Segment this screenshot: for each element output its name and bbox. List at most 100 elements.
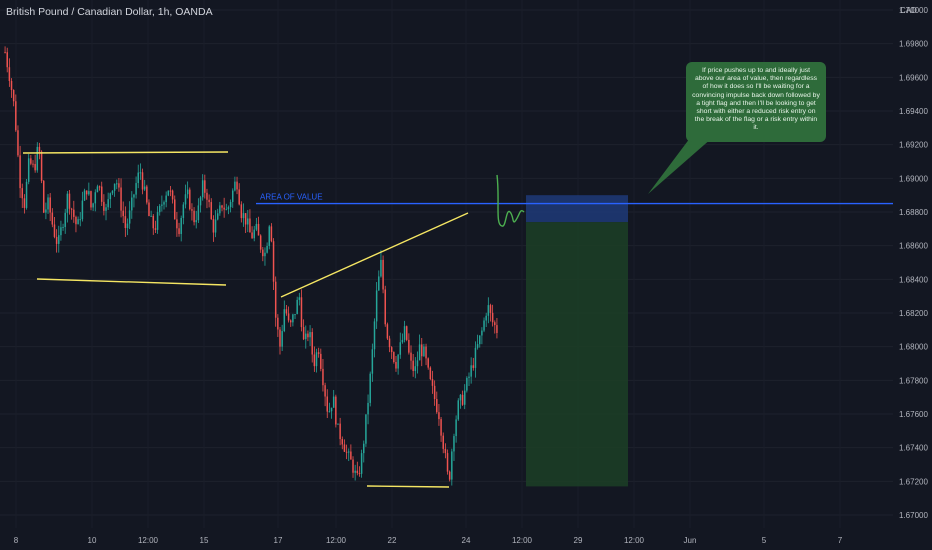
candle-body <box>442 435 444 449</box>
candle-body <box>307 333 309 338</box>
candle-body <box>77 219 79 225</box>
candle-body <box>176 219 178 229</box>
candle-body <box>17 130 19 156</box>
candle-body <box>371 349 374 374</box>
candle-body <box>408 339 410 353</box>
price-tick-label: 1.68400 <box>899 275 928 284</box>
candle-body <box>337 423 339 425</box>
time-tick-label: 10 <box>88 536 97 545</box>
candle-body <box>216 213 219 220</box>
candle-body <box>227 207 230 210</box>
stop-loss-zone[interactable] <box>526 195 628 223</box>
price-tick-label: 1.70000 <box>899 6 928 15</box>
time-tick-label: 29 <box>574 536 583 545</box>
candle-body <box>219 205 221 214</box>
price-axis[interactable]: 1.70000 1.69800 1.69600 1.69400 1.69200 1.690… <box>899 6 928 520</box>
candle-body <box>90 191 92 208</box>
candle-body <box>12 90 15 102</box>
candle-body <box>148 202 150 217</box>
candle-body <box>322 368 324 386</box>
candle-body <box>461 394 464 405</box>
candle-body <box>141 172 144 190</box>
candle-body <box>244 213 247 225</box>
time-tick-label: 24 <box>462 536 471 545</box>
candle-body <box>15 101 17 131</box>
candle-body <box>206 192 208 200</box>
candle-body <box>6 52 8 68</box>
candle-body <box>401 339 404 343</box>
candle-body <box>94 192 97 204</box>
time-tick-label: 12:00 <box>326 536 347 545</box>
candle-body <box>300 297 303 328</box>
candle-body <box>180 217 182 234</box>
candle-body <box>83 190 86 201</box>
candle-body <box>367 402 369 415</box>
candle-body <box>137 172 139 184</box>
candle-body <box>332 396 335 408</box>
candle-body <box>75 216 77 225</box>
candle-body <box>212 219 215 233</box>
candle-body <box>120 187 122 211</box>
candle-body <box>105 207 107 211</box>
candle-body <box>403 326 406 340</box>
candle-body <box>448 471 451 480</box>
candle-body <box>45 209 47 213</box>
candle-body <box>40 151 43 181</box>
candle-body <box>238 189 240 205</box>
candle-body <box>146 186 148 203</box>
candle-body <box>51 212 54 225</box>
candle-body <box>4 52 6 54</box>
candle-body <box>197 205 200 221</box>
candle-body <box>369 373 371 403</box>
price-tick-label: 1.68200 <box>899 309 928 318</box>
take-profit-zone[interactable] <box>526 222 628 487</box>
candle-body <box>58 235 60 244</box>
candle-body <box>154 228 157 230</box>
candle-body <box>463 390 466 405</box>
candle-body <box>25 181 28 208</box>
candle-body <box>270 226 273 242</box>
candle-body <box>384 289 386 325</box>
candle-body <box>468 376 470 378</box>
time-axis[interactable]: 8 10 12:00 15 17 12:00 22 24 12:00 29 12:00 Jun 5 7 <box>14 536 843 545</box>
price-tick-label: 1.68600 <box>899 242 928 251</box>
candle-body <box>433 385 436 399</box>
candle-body <box>118 183 120 188</box>
candle-body <box>163 202 165 205</box>
time-tick-label: 8 <box>14 536 19 545</box>
candle-body <box>68 193 71 209</box>
candle-body <box>182 204 185 218</box>
candle-body <box>165 195 167 203</box>
trendlines[interactable] <box>22 151 469 488</box>
candle-body <box>174 199 176 220</box>
candle-body <box>279 329 281 347</box>
candle-body <box>103 201 105 211</box>
candle-body <box>476 344 479 348</box>
candle-body <box>167 190 170 196</box>
candle-body <box>32 163 34 165</box>
candle-body <box>446 453 449 472</box>
candle-body <box>339 423 341 440</box>
candle-body <box>92 203 94 208</box>
candle-body <box>62 226 64 228</box>
candle-body <box>388 338 391 348</box>
candle-body <box>412 360 414 371</box>
area-of-value-label: AREA OF VALUE <box>260 193 323 202</box>
time-tick-label: 17 <box>274 536 283 545</box>
candle-body <box>133 194 135 198</box>
candle-body <box>459 394 462 401</box>
candle-body <box>272 241 275 282</box>
trendline <box>280 212 469 298</box>
candle-body <box>53 224 56 237</box>
candle-body <box>70 208 73 210</box>
candle-body <box>315 352 318 367</box>
candle-body <box>210 202 213 220</box>
candle-body <box>122 210 124 217</box>
candle-body <box>214 219 217 233</box>
candle-body <box>365 414 367 444</box>
candle-body <box>421 344 423 357</box>
candle-body <box>10 80 13 91</box>
candle-body <box>457 400 460 420</box>
candles <box>4 46 498 486</box>
